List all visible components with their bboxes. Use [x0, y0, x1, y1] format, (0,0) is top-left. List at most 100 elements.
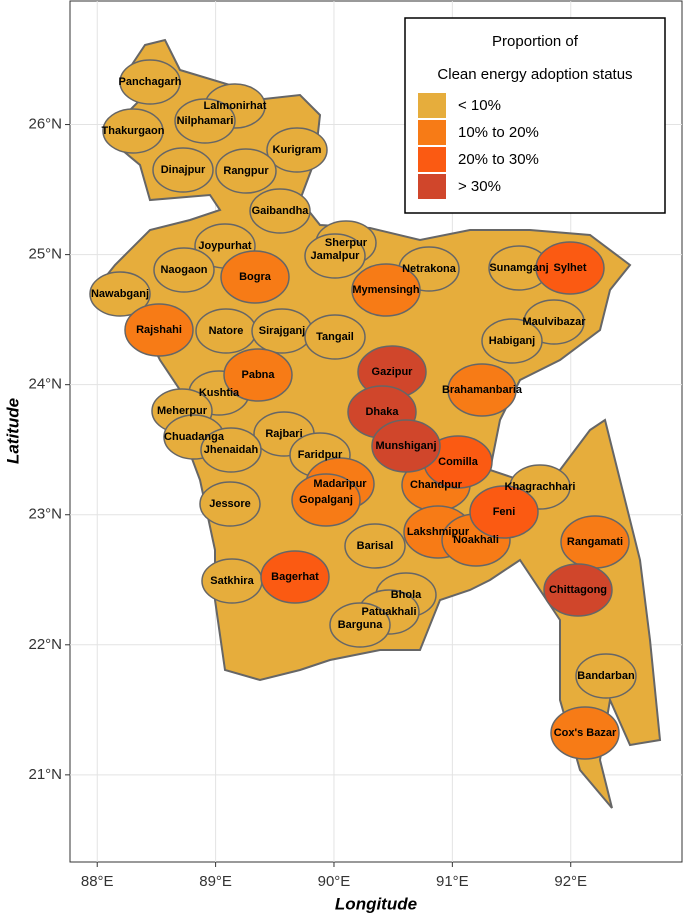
legend-title: Proportion of: [492, 33, 579, 50]
district-label: Faridpur: [298, 449, 343, 461]
district: [535, 241, 605, 295]
district: [575, 653, 637, 699]
legend-label: 10% to 20%: [458, 124, 539, 141]
x-tick-label: 92°E: [554, 873, 587, 890]
district-label: Bandarban: [577, 670, 635, 682]
district-label: Habiganj: [489, 335, 535, 347]
district-label: Nilphamari: [177, 115, 234, 127]
legend-swatch: [418, 174, 446, 199]
x-axis-title: Longitude: [335, 894, 417, 913]
district-label: Feni: [493, 506, 516, 518]
district-label: Khagrachhari: [505, 481, 576, 493]
district-label: Kurigram: [273, 144, 322, 156]
district-label: Jessore: [209, 498, 251, 510]
district-label: Comilla: [438, 456, 479, 468]
district-label: Chuadanga: [164, 431, 225, 443]
district-label: Nawabganj: [91, 288, 149, 300]
district-label: Sherpur: [325, 237, 368, 249]
y-tick-label: 24°N: [28, 376, 62, 393]
district: [249, 188, 311, 234]
district-label: Satkhira: [210, 575, 254, 587]
district: [260, 550, 330, 604]
district-label: Gaibandha: [252, 205, 310, 217]
district-label: Bhola: [391, 589, 422, 601]
district-label: Gazipur: [372, 366, 414, 378]
district-label: Madaripur: [313, 478, 367, 490]
y-axis-title: Latitude: [3, 398, 22, 464]
district-label: Chittagong: [549, 584, 607, 596]
district-label: Natore: [209, 325, 244, 337]
x-tick-label: 91°E: [436, 873, 469, 890]
district: [304, 314, 366, 360]
district-label: Rangpur: [223, 165, 269, 177]
district: [89, 271, 151, 317]
district-label: Meherpur: [157, 405, 208, 417]
district: [469, 485, 539, 539]
district-label: Cox's Bazar: [554, 727, 617, 739]
y-tick-label: 22°N: [28, 636, 62, 653]
district-label: Naogaon: [160, 264, 207, 276]
district: [266, 127, 328, 173]
district-label: Chandpur: [410, 479, 463, 491]
district: [223, 348, 293, 402]
district-label: Panchagarh: [119, 76, 182, 88]
district-label: Jamalpur: [311, 250, 361, 262]
district: [124, 303, 194, 357]
district-label: Dinajpur: [161, 164, 206, 176]
district: [344, 523, 406, 569]
district-label: Munshiganj: [375, 440, 436, 452]
district: [199, 481, 261, 527]
district: [329, 602, 391, 648]
district: [304, 233, 366, 279]
legend-swatch: [418, 147, 446, 172]
legend-label: < 10%: [458, 97, 501, 114]
district-label: Bagerhat: [271, 571, 319, 583]
district-label: Bogra: [239, 271, 272, 283]
district-label: Dhaka: [365, 406, 399, 418]
district: [543, 563, 613, 617]
x-tick-label: 88°E: [81, 873, 114, 890]
district: [220, 250, 290, 304]
district: [102, 108, 164, 154]
district-label: Brahamanbaria: [442, 384, 523, 396]
district-label: Rangamati: [567, 536, 623, 548]
district-label: Lakshmipur: [407, 526, 470, 538]
district-label: Noakhali: [453, 534, 499, 546]
district: [291, 473, 361, 527]
district-label: Netrakona: [402, 263, 457, 275]
x-tick-label: 90°E: [318, 873, 351, 890]
district-label: Thakurgaon: [102, 125, 165, 137]
district-label: Patuakhali: [361, 606, 416, 618]
district: [351, 263, 421, 317]
district-label: Maulvibazar: [523, 316, 587, 328]
district: [215, 148, 277, 194]
district-label: Sirajganj: [259, 325, 305, 337]
y-tick-label: 26°N: [28, 116, 62, 133]
district-label: Joypurhat: [198, 240, 252, 252]
y-tick-label: 25°N: [28, 246, 62, 263]
district-label: Gopalganj: [299, 494, 353, 506]
district: [200, 427, 262, 473]
district-label: Barguna: [338, 619, 384, 631]
y-tick-label: 23°N: [28, 506, 62, 523]
legend-swatch: [418, 120, 446, 145]
legend-label: > 30%: [458, 178, 501, 195]
district-label: Rajbari: [265, 428, 302, 440]
legend-swatch: [418, 93, 446, 118]
district-label: Tangail: [316, 331, 354, 343]
district: [174, 98, 236, 144]
district: [447, 363, 517, 417]
legend-box: [404, 17, 666, 214]
district: [119, 59, 181, 105]
legend-title: Clean energy adoption status: [437, 66, 632, 83]
district-label: Barisal: [357, 540, 394, 552]
district: [153, 247, 215, 293]
district-label: Rajshahi: [136, 324, 182, 336]
x-tick-label: 89°E: [199, 873, 232, 890]
district-label: Mymensingh: [352, 284, 420, 296]
district: [550, 706, 620, 760]
district-label: Pabna: [241, 369, 275, 381]
district-label: Lalmonirhat: [204, 100, 267, 112]
district: [481, 318, 543, 364]
